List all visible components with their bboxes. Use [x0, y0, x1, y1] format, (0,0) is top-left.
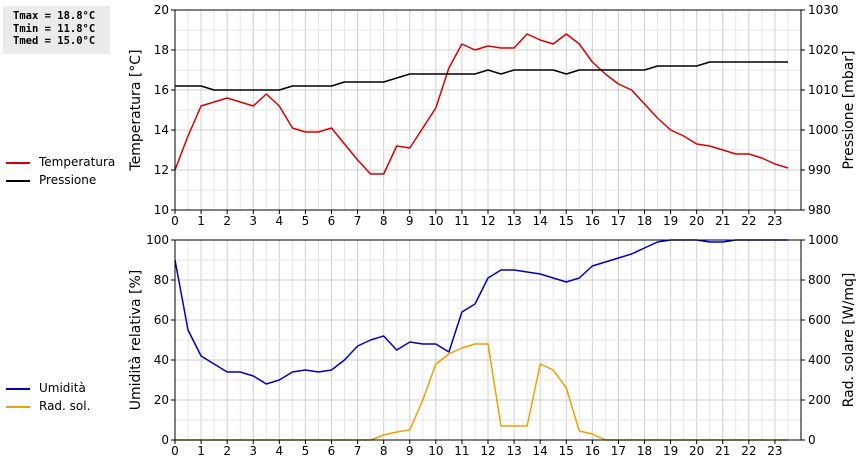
chart2-x-tick-label: 16 — [585, 444, 600, 458]
chart1-y-tick-label: 18 — [154, 43, 169, 57]
chart1-x-tick-label: 15 — [559, 214, 574, 228]
chart2-x-tick-label: 0 — [171, 444, 179, 458]
chart2-x-tick-label: 7 — [354, 444, 362, 458]
chart2-y-tick-label: 20 — [154, 393, 169, 407]
legend-swatch-pressione — [6, 180, 30, 182]
chart1-y-tick-label: 10 — [154, 203, 169, 217]
chart2-y-tick-label: 100 — [146, 233, 169, 247]
stats-box: Tmax = 18.8°C Tmin = 11.8°C Tmed = 15.0°… — [3, 6, 110, 54]
legend-label-umidita: Umidità — [39, 381, 86, 395]
chart2-x-tick-label: 2 — [223, 444, 231, 458]
chart1-series-pressione — [175, 61, 788, 91]
chart1-x-tick-label: 13 — [506, 214, 521, 228]
chart1-x-tick-label: 10 — [428, 214, 443, 228]
chart1-y2-tick-label: 1020 — [808, 43, 839, 57]
legend-label-pressione: Pressione — [39, 173, 97, 187]
chart1-x-tick-label: 23 — [767, 214, 782, 228]
chart2-y2-axis-title: Rad. solare [W/mq] — [841, 273, 857, 408]
chart2-y2-tick-label: 1000 — [808, 233, 839, 247]
chart2-x-tick-label: 19 — [663, 444, 678, 458]
chart1-x-tick-label: 1 — [197, 214, 205, 228]
chart2-x-tick-label: 13 — [506, 444, 521, 458]
chart2-y-tick-label: 0 — [161, 433, 169, 447]
chart1-x-tick-label: 14 — [533, 214, 548, 228]
chart1-x-tick-label: 11 — [454, 214, 469, 228]
chart1-x-tick-label: 12 — [480, 214, 495, 228]
chart2-x-tick-label: 4 — [276, 444, 284, 458]
legend-swatch-temperatura — [6, 162, 30, 164]
chart1-x-tick-label: 7 — [354, 214, 362, 228]
chart2-x-tick-label: 21 — [715, 444, 730, 458]
chart2-x-tick-label: 22 — [741, 444, 756, 458]
chart1-y-tick-label: 20 — [154, 3, 169, 17]
chart2-x-tick-label: 14 — [533, 444, 548, 458]
chart1-y2-tick-label: 1030 — [808, 3, 839, 17]
chart2-x-tick-label: 11 — [454, 444, 469, 458]
legend-swatch-umidita — [6, 388, 30, 390]
legend-label-rad-sol: Rad. sol. — [39, 399, 91, 413]
chart1-y2-tick-label: 990 — [808, 163, 831, 177]
chart1-x-tick-label: 5 — [302, 214, 310, 228]
chart1-y2-axis-title: Pressione [mbar] — [841, 50, 857, 169]
chart2-y-tick-label: 80 — [154, 273, 169, 287]
chart2-y-axis-title: Umidità relativa [%] — [128, 270, 144, 411]
chart2-y2-tick-label: 200 — [808, 393, 831, 407]
chart1-x-tick-label: 4 — [276, 214, 284, 228]
chart1-x-tick-label: 0 — [171, 214, 179, 228]
chart2-x-tick-label: 23 — [767, 444, 782, 458]
chart1-y2-tick-label: 1000 — [808, 123, 839, 137]
tmin-label: Tmin = 11.8°C — [13, 22, 96, 35]
chart1-y-tick-label: 12 — [154, 163, 169, 177]
chart1-x-tick-label: 6 — [328, 214, 336, 228]
chart2-x-tick-label: 17 — [611, 444, 626, 458]
chart2-y-tick-label: 40 — [154, 353, 169, 367]
chart2-x-tick-label: 15 — [559, 444, 574, 458]
chart1-x-tick-label: 9 — [406, 214, 414, 228]
legend-swatch-rad-sol — [6, 406, 30, 408]
chart1-y-axis-title: Temperatura [°C] — [128, 49, 144, 171]
chart1-x-tick-label: 18 — [637, 214, 652, 228]
chart1-y-tick-label: 14 — [154, 123, 169, 137]
chart2-x-tick-label: 8 — [380, 444, 388, 458]
chart2-y2-tick-label: 800 — [808, 273, 831, 287]
chart1-x-tick-label: 2 — [223, 214, 231, 228]
chart1-y2-tick-label: 980 — [808, 203, 831, 217]
chart1-x-tick-label: 8 — [380, 214, 388, 228]
chart2-x-tick-label: 1 — [197, 444, 205, 458]
chart1-x-tick-label: 22 — [741, 214, 756, 228]
chart1-x-tick-label: 20 — [689, 214, 704, 228]
chart2-x-tick-label: 3 — [249, 444, 257, 458]
chart1-x-tick-label: 16 — [585, 214, 600, 228]
chart1-x-tick-label: 21 — [715, 214, 730, 228]
chart1-x-tick-label: 3 — [249, 214, 257, 228]
chart1-series-temperatura — [174, 33, 789, 175]
tmax-label: Tmax = 18.8°C — [13, 10, 96, 22]
chart2-y-tick-label: 60 — [154, 313, 169, 327]
chart2-y2-tick-label: 0 — [808, 433, 816, 447]
chart2-x-tick-label: 10 — [428, 444, 443, 458]
chart2-x-tick-label: 5 — [302, 444, 310, 458]
chart2-y2-tick-label: 600 — [808, 313, 831, 327]
chart2-x-tick-label: 12 — [480, 444, 495, 458]
chart2-x-tick-label: 9 — [406, 444, 414, 458]
chart1-x-tick-label: 17 — [611, 214, 626, 228]
legend-label-temperatura: Temperatura — [39, 155, 116, 169]
chart2-x-tick-label: 18 — [637, 444, 652, 458]
chart2-y2-tick-label: 400 — [808, 353, 831, 367]
chart1-y2-tick-label: 1010 — [808, 83, 839, 97]
chart2-x-tick-label: 20 — [689, 444, 704, 458]
chart1-y-tick-label: 16 — [154, 83, 169, 97]
chart2-x-tick-label: 6 — [328, 444, 336, 458]
chart1-x-tick-label: 19 — [663, 214, 678, 228]
tmed-label: Tmed = 15.0°C — [13, 35, 96, 47]
